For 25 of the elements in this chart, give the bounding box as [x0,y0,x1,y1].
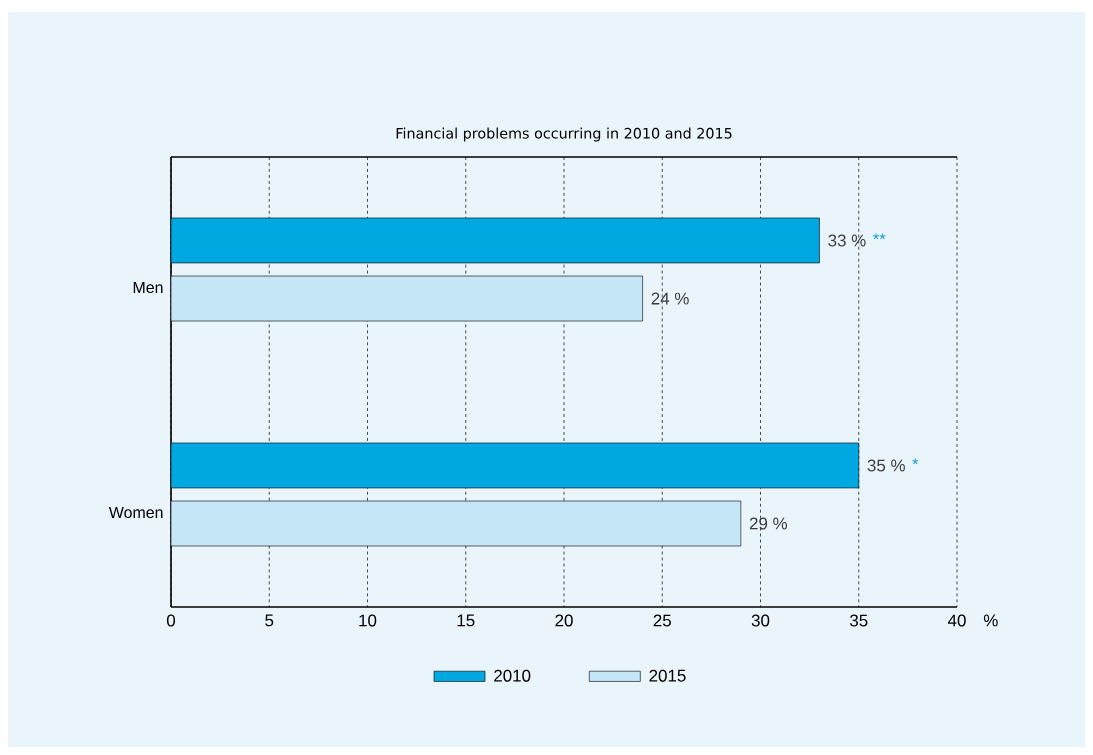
annotation: * [912,458,919,465]
legend-label: 2010 [494,669,531,682]
data-label: 29 % [749,517,788,530]
x-tick-label: 10 [359,614,377,627]
x-tick-label: 0 [166,614,176,627]
bar [171,275,643,322]
x-tick-label: 40 [947,614,966,627]
y-tick-label: Women [108,506,163,519]
legend-label: 2015 [649,669,686,682]
x-tick-label: 35 [849,614,868,627]
bar [171,442,860,489]
x-tick-label: 20 [555,614,573,627]
data-label: 24 % [651,292,689,305]
data-label: 33 % [828,234,866,247]
x-tick-label: 15 [457,614,475,627]
y-tick-label: Men [133,281,163,294]
x-axis-title: % [983,614,998,627]
bar [171,217,820,264]
x-tick-label: 25 [653,614,671,627]
annotation: ** [872,233,886,240]
x-tick-label: 30 [751,614,770,627]
data-label: 35 % [867,459,905,472]
bar [171,500,742,547]
chart-title: Financial problems occurring in 2010 and 2015 [396,127,732,142]
x-tick-label: 5 [265,614,274,627]
